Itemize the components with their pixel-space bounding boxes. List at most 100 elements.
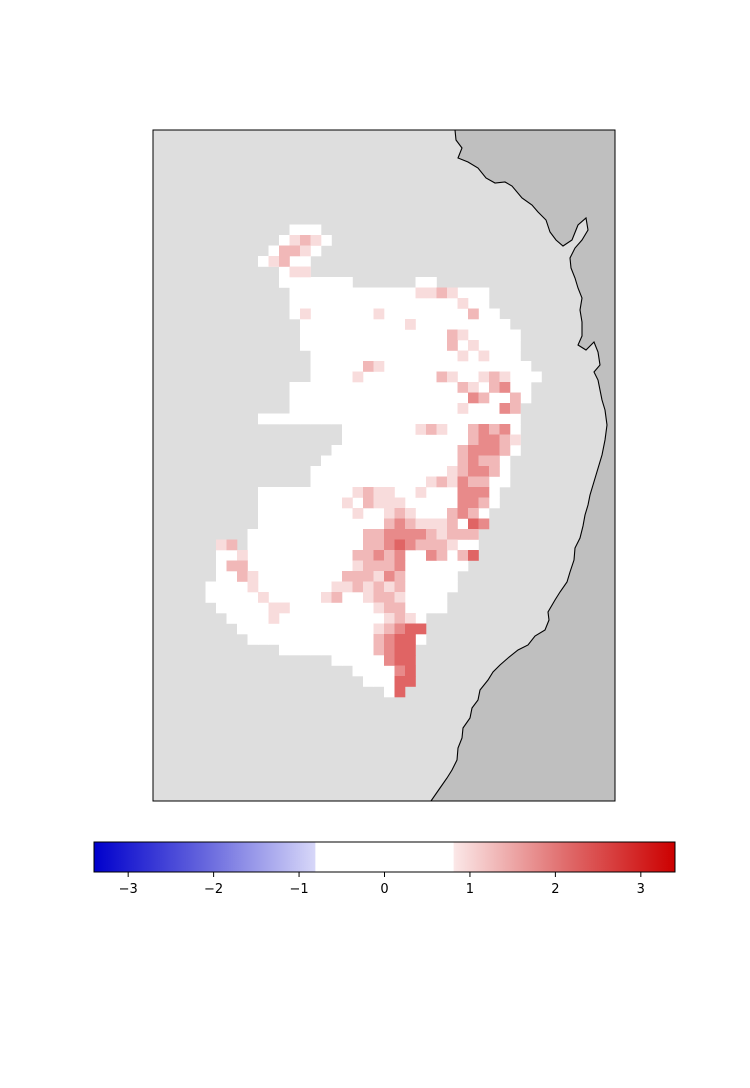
grid-cell [268, 560, 280, 572]
grid-cell [384, 613, 395, 624]
grid-cell [363, 613, 374, 624]
grid-cell [373, 497, 385, 509]
grid-cell [216, 560, 227, 572]
grid-cell [300, 224, 311, 236]
grid-cell [279, 602, 290, 614]
grid-cell [384, 392, 395, 404]
grid-cell [268, 245, 280, 257]
grid-cell [258, 539, 269, 551]
colorbar: −3 −2 −1 0 1 2 3 [93, 841, 676, 897]
grid-cell [415, 424, 427, 435]
grid-cell [394, 340, 406, 351]
grid-cell [300, 266, 311, 278]
grid-cell [426, 392, 437, 404]
grid-cell [352, 539, 364, 551]
grid-cell [394, 560, 406, 572]
grid-cell [489, 319, 500, 330]
grid-cell [289, 382, 301, 393]
grid-cell [321, 539, 332, 551]
grid-cell [321, 560, 332, 572]
grid-cell [436, 403, 448, 414]
grid-cell [499, 434, 511, 446]
grid-cell [363, 655, 374, 666]
grid-cell [310, 529, 322, 540]
grid-cell [405, 329, 416, 341]
grid-cell [426, 518, 437, 530]
grid-cell [352, 455, 364, 467]
grid-cell [352, 529, 364, 540]
grid-cell [394, 613, 406, 624]
grid-cell [489, 445, 500, 456]
grid-cell [289, 287, 301, 299]
grid-cell [310, 476, 322, 488]
grid-cell [279, 634, 290, 645]
grid-cell [394, 487, 406, 498]
grid-cell [310, 298, 322, 309]
grid-cell [321, 592, 332, 603]
grid-cell [373, 518, 385, 530]
grid-cell [426, 361, 437, 372]
grid-cell [321, 644, 332, 656]
grid-cell [468, 487, 479, 498]
grid-cell [300, 613, 311, 624]
grid-cell [415, 434, 427, 446]
grid-cell [279, 413, 290, 425]
grid-cell [342, 550, 353, 561]
grid-cell [405, 623, 416, 635]
grid-cell [258, 592, 269, 603]
grid-cell [373, 571, 385, 582]
grid-cell [289, 413, 301, 425]
grid-cell [279, 508, 290, 519]
grid-cell [478, 329, 490, 341]
grid-cell [247, 592, 259, 603]
grid-cell [289, 308, 301, 320]
grid-cell [405, 518, 416, 530]
grid-cell [394, 508, 406, 519]
grid-cell [363, 592, 374, 603]
grid-cell [342, 613, 353, 624]
grid-cell [226, 592, 238, 603]
grid-cell [436, 361, 448, 372]
grid-cell [352, 655, 364, 666]
grid-cell [478, 466, 490, 477]
grid-cell [289, 298, 301, 309]
grid-cell [331, 634, 343, 645]
grid-cell [363, 571, 374, 582]
grid-cell [352, 613, 364, 624]
grid-cell [205, 581, 217, 593]
grid-cell [258, 497, 269, 509]
grid-cell [342, 424, 353, 435]
grid-cell [436, 560, 448, 572]
grid-cell [268, 413, 280, 425]
grid-cell [468, 287, 479, 299]
grid-cell [405, 571, 416, 582]
grid-cell [300, 382, 311, 393]
grid-cell [531, 371, 542, 383]
grid-cell [321, 571, 332, 582]
anomaly-grid [205, 224, 542, 698]
grid-cell [426, 539, 437, 551]
grid-cell [331, 371, 343, 383]
grid-cell [373, 434, 385, 446]
grid-cell [247, 634, 259, 645]
grid-cell [394, 382, 406, 393]
grid-cell [331, 445, 343, 456]
grid-cell [352, 571, 364, 582]
grid-cell [426, 476, 437, 488]
grid-cell [289, 550, 301, 561]
grid-cell [331, 508, 343, 519]
grid-cell [373, 329, 385, 341]
grid-cell [237, 613, 248, 624]
grid-cell [436, 382, 448, 393]
grid-cell [468, 476, 479, 488]
grid-cell [489, 466, 500, 477]
grid-cell [394, 518, 406, 530]
grid-cell [405, 676, 416, 687]
grid-cell [447, 487, 458, 498]
grid-cell [478, 371, 490, 383]
grid-cell [321, 308, 332, 320]
grid-cell [436, 529, 448, 540]
grid-cell [426, 287, 437, 299]
grid-cell [394, 455, 406, 467]
grid-cell [342, 329, 353, 341]
